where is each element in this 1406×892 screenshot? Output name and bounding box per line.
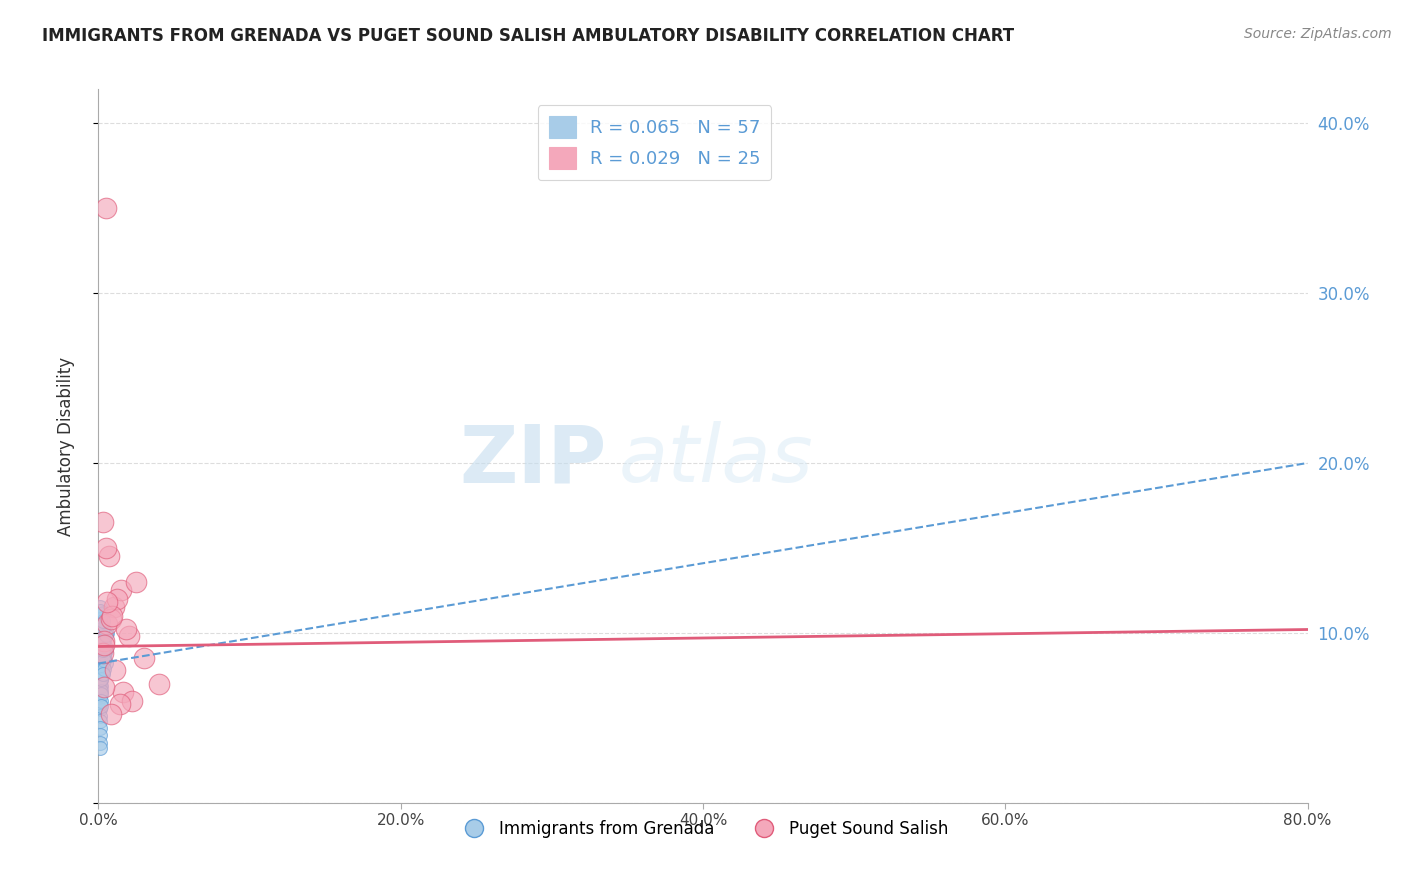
- Point: [121, 694, 143, 708]
- Point: [90, 698, 112, 713]
- Point: [89, 709, 111, 723]
- Point: [90, 694, 112, 708]
- Point: [89, 677, 111, 691]
- Point: [94, 643, 117, 657]
- Point: [125, 574, 148, 589]
- Point: [90, 673, 112, 688]
- Point: [110, 583, 132, 598]
- Point: [91, 632, 114, 647]
- Point: [93, 634, 115, 648]
- Point: [96, 617, 118, 632]
- Point: [89, 702, 111, 716]
- Point: [114, 623, 136, 637]
- Point: [98, 549, 121, 564]
- Point: [91, 614, 114, 628]
- Point: [91, 638, 114, 652]
- Point: [100, 612, 122, 626]
- Point: [93, 651, 115, 665]
- Point: [91, 649, 114, 664]
- Point: [89, 612, 111, 626]
- Text: atlas: atlas: [619, 421, 813, 500]
- Point: [90, 672, 112, 686]
- Point: [89, 736, 111, 750]
- Point: [89, 741, 111, 756]
- Text: Source: ZipAtlas.com: Source: ZipAtlas.com: [1244, 27, 1392, 41]
- Point: [105, 591, 128, 606]
- Point: [90, 679, 112, 693]
- Point: [91, 665, 114, 679]
- Point: [91, 636, 114, 650]
- Legend: Immigrants from Grenada, Puget Sound Salish: Immigrants from Grenada, Puget Sound Sal…: [451, 814, 955, 845]
- Point: [93, 648, 115, 662]
- Point: [90, 663, 112, 677]
- Point: [90, 629, 112, 643]
- Point: [90, 607, 112, 622]
- Point: [93, 653, 115, 667]
- Point: [90, 640, 112, 654]
- Point: [89, 714, 111, 729]
- Point: [89, 600, 111, 615]
- Point: [111, 685, 134, 699]
- Point: [101, 608, 124, 623]
- Point: [90, 619, 112, 633]
- Point: [94, 641, 117, 656]
- Point: [132, 651, 155, 665]
- Point: [108, 698, 131, 712]
- Point: [96, 595, 118, 609]
- Point: [91, 623, 114, 637]
- Point: [94, 627, 117, 641]
- Point: [93, 680, 115, 694]
- Point: [103, 600, 125, 615]
- Text: ZIP: ZIP: [458, 421, 606, 500]
- Point: [91, 646, 114, 660]
- Point: [89, 698, 111, 712]
- Point: [89, 680, 111, 694]
- Point: [90, 683, 112, 698]
- Point: [89, 646, 111, 660]
- Point: [93, 644, 115, 658]
- Point: [148, 677, 170, 691]
- Text: IMMIGRANTS FROM GRENADA VS PUGET SOUND SALISH AMBULATORY DISABILITY CORRELATION : IMMIGRANTS FROM GRENADA VS PUGET SOUND S…: [42, 27, 1014, 45]
- Point: [91, 621, 114, 635]
- Point: [89, 668, 111, 682]
- Y-axis label: Ambulatory Disability: Ambulatory Disability: [56, 357, 75, 535]
- Point: [90, 658, 112, 673]
- Point: [100, 707, 122, 722]
- Point: [89, 604, 111, 618]
- Point: [93, 631, 115, 645]
- Point: [89, 685, 111, 699]
- Point: [93, 634, 115, 648]
- Point: [89, 721, 111, 735]
- Point: [91, 606, 114, 620]
- Point: [90, 655, 112, 669]
- Point: [94, 541, 117, 555]
- Point: [89, 690, 111, 705]
- Point: [91, 516, 114, 530]
- Point: [91, 666, 114, 681]
- Point: [93, 638, 115, 652]
- Point: [91, 643, 114, 657]
- Point: [96, 626, 118, 640]
- Point: [118, 629, 141, 643]
- Point: [104, 663, 127, 677]
- Point: [90, 687, 112, 701]
- Point: [91, 660, 114, 674]
- Point: [93, 662, 115, 676]
- Point: [90, 617, 112, 632]
- Point: [94, 201, 117, 215]
- Point: [94, 657, 117, 671]
- Point: [90, 670, 112, 684]
- Point: [89, 728, 111, 742]
